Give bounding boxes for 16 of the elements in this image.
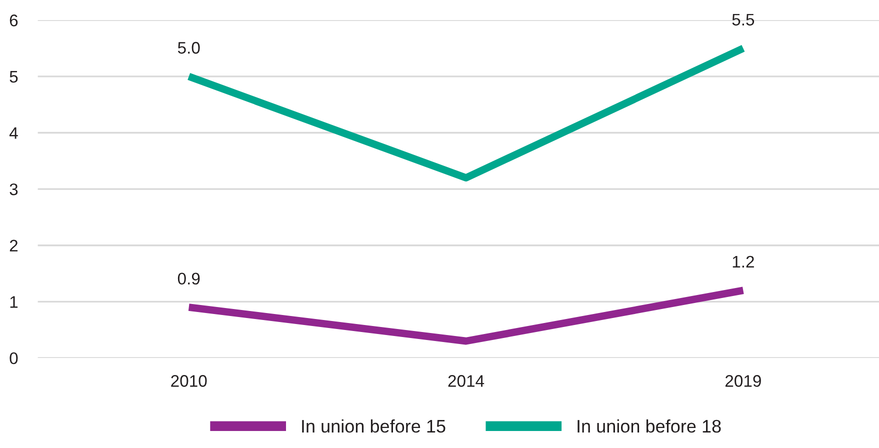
x-tick-label: 2010 xyxy=(171,375,207,387)
y-tick-label: 6 xyxy=(10,14,18,26)
x-tick-label: 2014 xyxy=(448,375,484,387)
legend-label: In union before 15 xyxy=(302,419,446,433)
legend-label: In union before 18 xyxy=(578,419,721,433)
data-label: 5.5 xyxy=(732,14,754,26)
data-label: 1.2 xyxy=(732,256,754,268)
y-tick-label: 2 xyxy=(10,240,18,252)
y-tick-label: 0 xyxy=(10,352,18,364)
data-label: 0.9 xyxy=(178,272,200,285)
x-tick-label: 2019 xyxy=(725,375,761,387)
y-tick-label: 5 xyxy=(10,71,18,83)
data-label: 5.0 xyxy=(178,42,200,54)
y-tick-label: 1 xyxy=(10,296,18,308)
y-tick-label: 4 xyxy=(9,127,18,139)
y-tick-label: 3 xyxy=(10,183,18,196)
